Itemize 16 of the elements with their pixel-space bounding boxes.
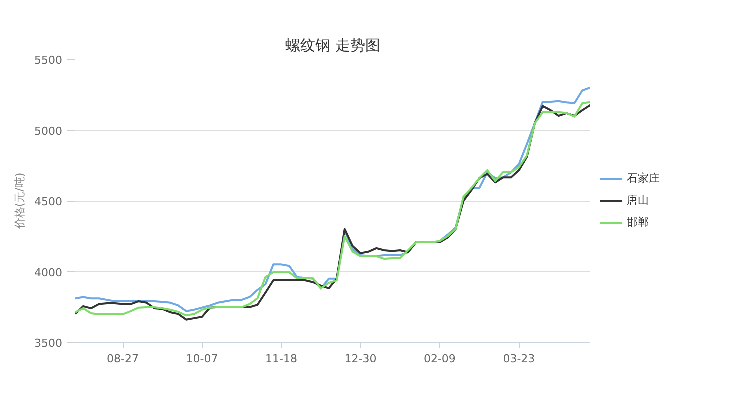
y-tick-label: 5500 (34, 54, 63, 67)
x-tick-label: 10-07 (186, 352, 218, 366)
y-tick-label: 4000 (34, 266, 63, 280)
y-tick-label: 4500 (34, 196, 63, 208)
x-tick-label: 12-30 (344, 352, 377, 366)
x-tick-label: 03-23 (503, 352, 536, 366)
x-tick-label: 11-18 (266, 352, 298, 366)
chart-title: 螺纹钢 走势图 (286, 36, 380, 54)
x-tick-label: 02-09 (424, 352, 456, 366)
x-tick-label: 08-27 (107, 352, 140, 366)
legend-label: 石家庄 (627, 171, 660, 186)
y-axis-title: 价格(元/吨) (14, 172, 27, 230)
legend-label: 邯郸 (627, 215, 649, 230)
legend-label: 唐山 (627, 193, 649, 208)
y-tick-label: 3500 (34, 337, 63, 350)
y-tick-label: 5000 (34, 124, 63, 138)
